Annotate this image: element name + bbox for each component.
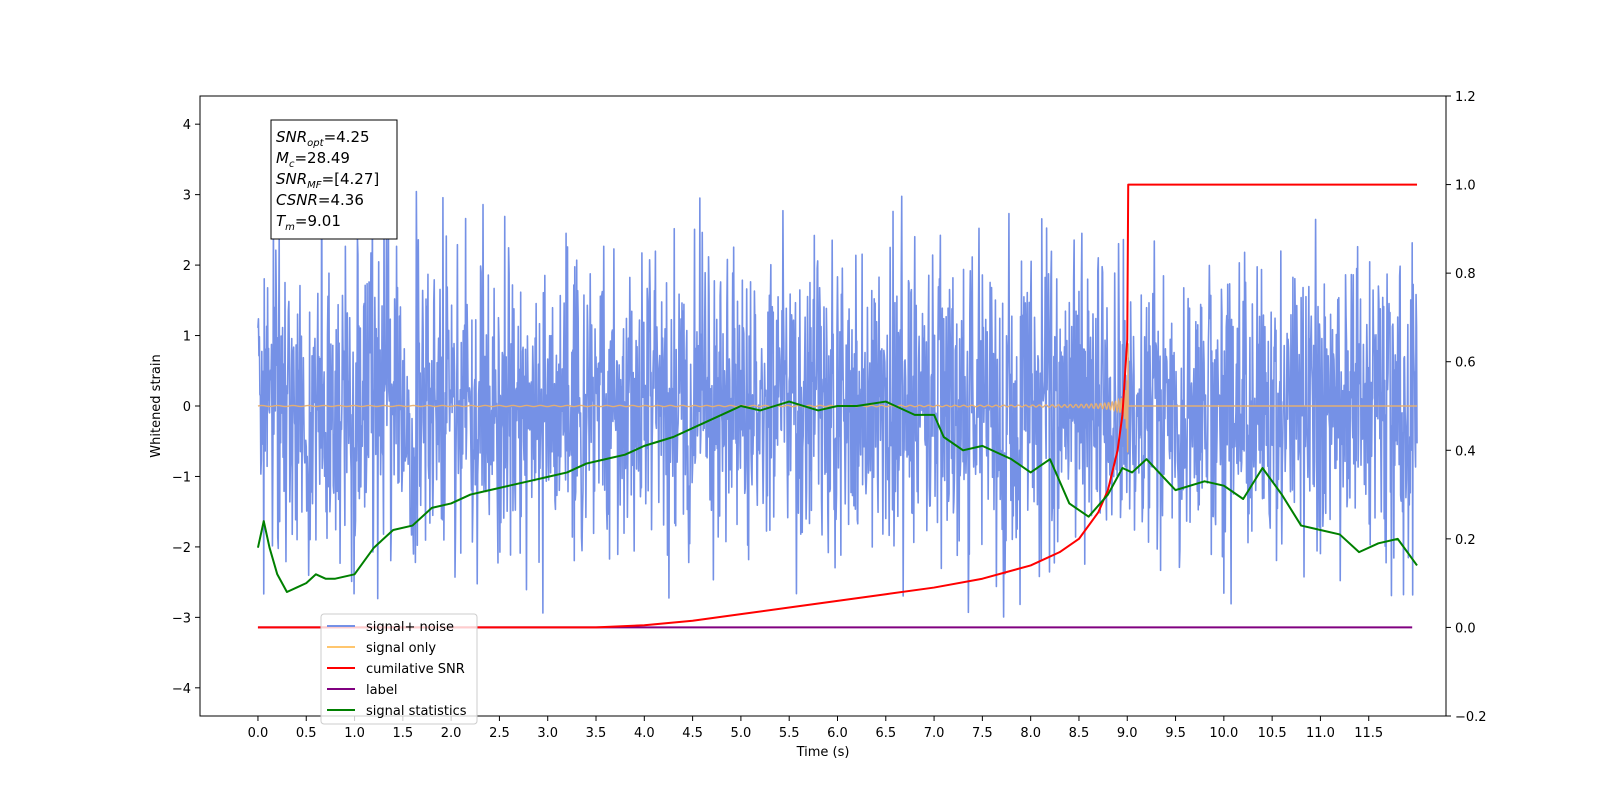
x-tick-label: 3.5: [586, 726, 607, 741]
legend-entry: signal+ noise: [366, 620, 454, 635]
x-axis-label: Time (s): [796, 745, 850, 760]
y-tick-label: −3: [172, 611, 191, 626]
x-tick-label: 5.5: [779, 726, 800, 741]
y-tick-label: −4: [172, 682, 191, 697]
y-axis-right: −0.2 0.0 0.2 0.4 0.6 0.8 1.0 1.2: [1446, 90, 1487, 725]
x-tick-label: 8.5: [1069, 726, 1090, 741]
x-tick-label: 7.5: [972, 726, 993, 741]
x-tick-label: 6.0: [827, 726, 848, 741]
x-tick-label: 6.5: [875, 726, 896, 741]
annotation-line: Tm=9.01: [276, 212, 341, 233]
x-tick-label: 9.0: [1117, 726, 1138, 741]
y2-tick-label: 0.8: [1455, 267, 1476, 282]
x-tick-label: 7.0: [924, 726, 945, 741]
y-tick-label: 0: [183, 400, 191, 415]
y2-tick-label: 1.0: [1455, 179, 1476, 194]
x-tick-label: 3.0: [537, 726, 558, 741]
y2-tick-label: 1.2: [1455, 90, 1476, 105]
annotation-line: Mc=28.49: [276, 149, 350, 170]
x-tick-label: 2.0: [441, 726, 462, 741]
annotation-line: SNRopt=4.25: [276, 128, 370, 149]
x-tick-label: 2.5: [489, 726, 510, 741]
y2-tick-label: 0.4: [1455, 444, 1476, 459]
line-signal-only: [257, 343, 1418, 453]
x-tick-label: 11.5: [1354, 726, 1383, 741]
series-signal-noise: [257, 137, 1418, 618]
annotation-box-frame: [270, 119, 398, 240]
x-tick-label: 1.0: [344, 726, 365, 741]
y-axis-left: −4 −3 −2 −1 0 1 2 3 4: [172, 118, 200, 697]
y-tick-label: −2: [172, 541, 191, 556]
y2-tick-label: 0.2: [1455, 533, 1476, 548]
legend-frame: [320, 613, 478, 725]
annotation-line: CSNR=4.36: [276, 191, 364, 209]
x-tick-label: 9.5: [1165, 726, 1186, 741]
series-cumilative-snr: [257, 183, 1418, 629]
legend-entry: label: [366, 683, 397, 698]
y2-tick-label: 0.6: [1455, 356, 1476, 371]
line-cumilative-snr: [257, 183, 1418, 629]
stats-annotation-box: SNRopt=4.25Mc=28.49SNRMF=[4.27]CSNR=4.36…: [270, 119, 398, 240]
legend-entry: cumilative SNR: [366, 662, 465, 677]
y-tick-label: 4: [183, 118, 191, 133]
x-tick-label: 4.5: [682, 726, 703, 741]
x-tick-label: 11.0: [1306, 726, 1335, 741]
legend-entry: signal statistics: [366, 704, 467, 719]
y-tick-label: 3: [183, 189, 191, 204]
x-tick-label: 10.0: [1209, 726, 1238, 741]
x-tick-label: 10.5: [1258, 726, 1287, 741]
x-tick-label: 4.0: [634, 726, 655, 741]
x-tick-label: 0.0: [248, 726, 269, 741]
y2-tick-label: −0.2: [1455, 710, 1487, 725]
x-tick-label: 0.5: [296, 726, 317, 741]
x-axis: 0.0 0.5 1.0 1.5 2.0 2.5 3.0 3.5 4.0 4.5 5.0 5.5 6.0 6…: [248, 716, 1383, 741]
legend: signal+ noise signal only cumilative SNR la…: [320, 613, 478, 725]
line-signal-statistics: [256, 400, 1418, 593]
series-signal-statistics: [256, 400, 1418, 593]
y-axis-label: Whitened strain: [149, 354, 164, 457]
x-tick-label: 8.0: [1020, 726, 1041, 741]
y-tick-label: 1: [183, 330, 191, 345]
annotation-line: SNRMF=[4.27]: [276, 170, 379, 191]
y2-tick-label: 0.0: [1455, 621, 1476, 636]
legend-entry: signal only: [366, 641, 436, 656]
series-signal-only: [257, 343, 1418, 453]
x-tick-label: 1.5: [392, 726, 413, 741]
y-tick-label: 2: [183, 259, 191, 274]
line-signal-noise: [257, 137, 1418, 618]
y-tick-label: −1: [172, 470, 191, 485]
x-tick-label: 5.0: [731, 726, 752, 741]
